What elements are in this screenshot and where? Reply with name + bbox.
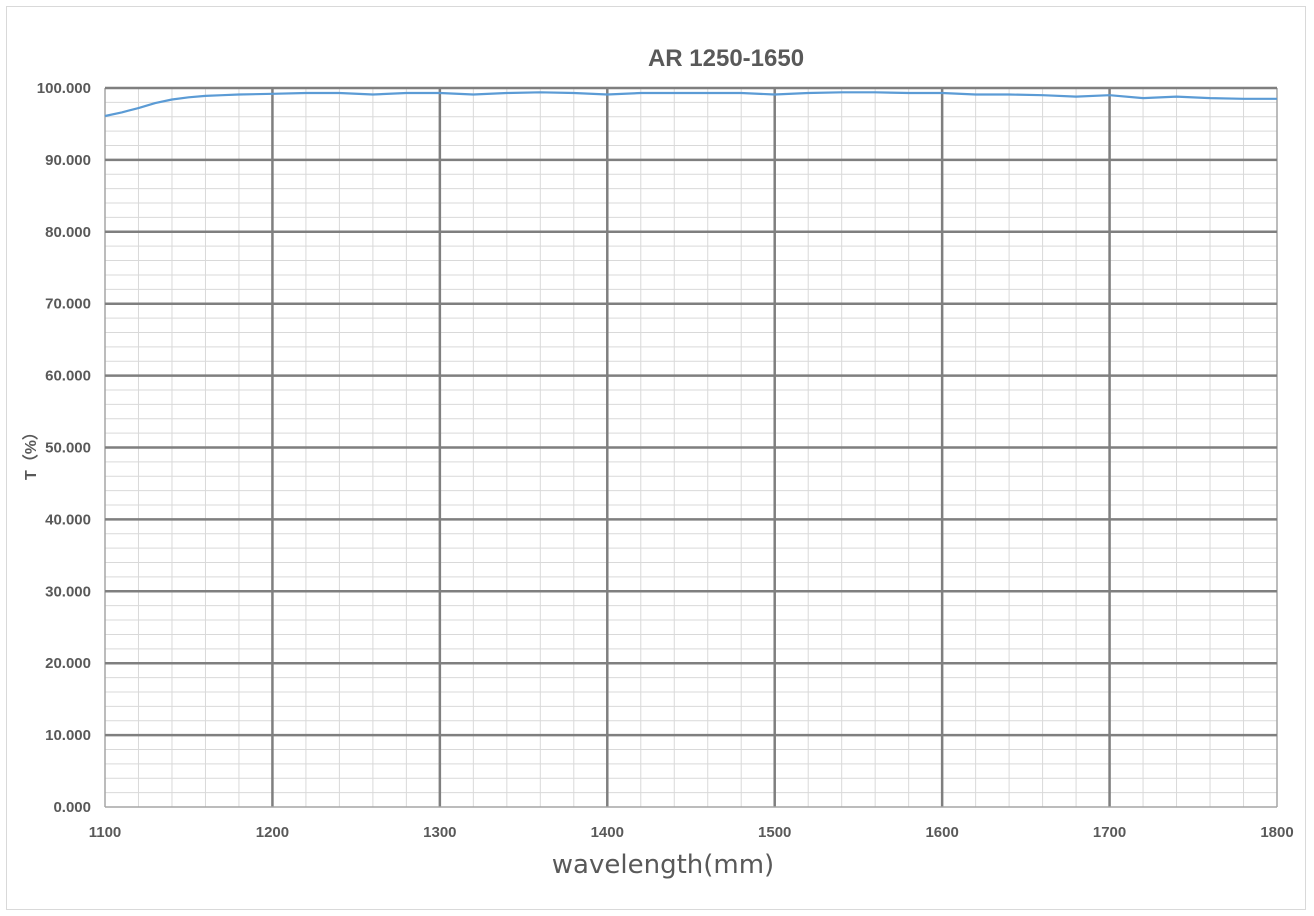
x-tick-label: 1200 [256,824,289,841]
x-tick-label: 1700 [1093,824,1126,841]
y-tick-label: 100.000 [37,80,91,97]
y-tick-label: 80.000 [45,224,91,241]
x-tick-label: 1300 [423,824,456,841]
y-axis-label: T（%） [22,424,40,480]
x-tick-label: 1800 [1260,824,1293,841]
y-tick-label: 70.000 [45,296,91,313]
chart-title: AR 1250-1650 [648,45,804,72]
x-tick-label: 1400 [591,824,624,841]
y-tick-label: 40.000 [45,511,91,528]
y-axis-tick-labels: 0.000 10.000 20.000 30.000 40.000 50.000 60.00… [37,80,91,816]
series-layer [104,91,1277,118]
y-tick-label: 0.000 [53,799,91,816]
y-tick-label: 50.000 [45,440,91,457]
y-tick-label: 30.000 [45,583,91,600]
x-axis-label: wavelength(mm) [552,850,774,880]
x-tick-label: 1500 [758,824,791,841]
y-tick-label: 20.000 [45,655,91,672]
x-axis-tick-labels: 1100 1200 1300 1400 1500 1600 1700 1800 [89,824,1294,841]
x-tick-label: 1100 [89,824,122,841]
x-tick-label: 1600 [925,824,958,841]
y-tick-label: 60.000 [45,368,91,385]
y-tick-label: 10.000 [45,727,91,744]
series-line [104,91,1277,118]
major-gridlines [104,86,1278,808]
chart-frame [6,6,1306,910]
y-tick-label: 90.000 [45,152,91,169]
